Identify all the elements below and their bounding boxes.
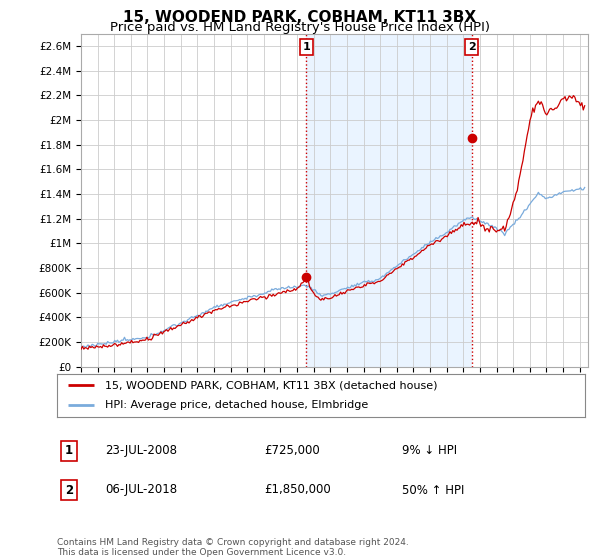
Bar [306,34,472,367]
Text: 2: 2 [468,42,476,52]
Text: 2: 2 [65,483,73,497]
Text: 1: 1 [302,42,310,52]
Text: 50% ↑ HPI: 50% ↑ HPI [402,483,464,497]
Text: HPI: Average price, detached house, Elmbridge: HPI: Average price, detached house, Elmb… [104,400,368,410]
Text: 15, WOODEND PARK, COBHAM, KT11 3BX (detached house): 15, WOODEND PARK, COBHAM, KT11 3BX (deta… [104,380,437,390]
Text: 9% ↓ HPI: 9% ↓ HPI [402,444,457,458]
Text: 1: 1 [65,444,73,458]
Text: 06-JUL-2018: 06-JUL-2018 [105,483,177,497]
Text: Contains HM Land Registry data © Crown copyright and database right 2024.
This d: Contains HM Land Registry data © Crown c… [57,538,409,557]
Text: 23-JUL-2008: 23-JUL-2008 [105,444,177,458]
Text: £725,000: £725,000 [264,444,320,458]
Text: £1,850,000: £1,850,000 [264,483,331,497]
Text: 15, WOODEND PARK, COBHAM, KT11 3BX: 15, WOODEND PARK, COBHAM, KT11 3BX [124,10,476,25]
Text: Price paid vs. HM Land Registry's House Price Index (HPI): Price paid vs. HM Land Registry's House … [110,21,490,34]
